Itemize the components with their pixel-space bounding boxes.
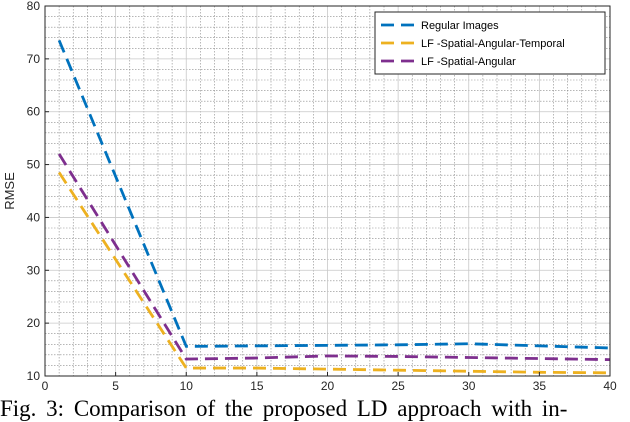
legend-label-1: Regular Images bbox=[421, 20, 499, 32]
y-tick-label: 50 bbox=[27, 158, 41, 172]
legend: Regular Images LF -Spatial-Angular-Tempor… bbox=[374, 11, 606, 75]
legend-label-3: LF -Spatial-Angular bbox=[421, 56, 516, 68]
series-lines bbox=[57, 39, 611, 375]
y-tick-label: 20 bbox=[27, 316, 41, 330]
series-line-2 bbox=[57, 171, 611, 375]
x-tick-label: 35 bbox=[533, 379, 547, 393]
line-chart: 0 5 10 15 20 25 30 35 40 10 20 30 40 50 60 70 80 RMSE R… bbox=[2, 0, 617, 393]
x-tick-label: 40 bbox=[603, 379, 617, 393]
series-line-3 bbox=[57, 153, 611, 362]
x-axis-ticks: 0 5 10 15 20 25 30 35 40 bbox=[42, 372, 617, 393]
x-tick-label: 25 bbox=[391, 379, 405, 393]
y-axis-ticks: 10 20 30 40 50 60 70 80 bbox=[27, 0, 49, 383]
y-tick-label: 80 bbox=[27, 0, 41, 13]
x-tick-label: 15 bbox=[250, 379, 264, 393]
x-tick-label: 30 bbox=[462, 379, 476, 393]
y-tick-label: 10 bbox=[27, 369, 41, 383]
y-tick-label: 60 bbox=[27, 105, 41, 119]
figure-caption: Fig. 3: Comparison of the proposed LD ap… bbox=[0, 396, 568, 421]
y-tick-label: 40 bbox=[27, 210, 41, 224]
y-tick-label: 30 bbox=[27, 263, 41, 277]
y-tick-label: 70 bbox=[27, 52, 41, 66]
x-tick-label: 20 bbox=[321, 379, 335, 393]
x-tick-label: 5 bbox=[112, 379, 119, 393]
legend-label-2: LF -Spatial-Angular-Temporal bbox=[421, 38, 565, 50]
y-axis-label: RMSE bbox=[2, 172, 17, 210]
series-line-1 bbox=[57, 39, 611, 350]
x-tick-label: 10 bbox=[180, 379, 194, 393]
x-tick-label: 0 bbox=[42, 379, 49, 393]
